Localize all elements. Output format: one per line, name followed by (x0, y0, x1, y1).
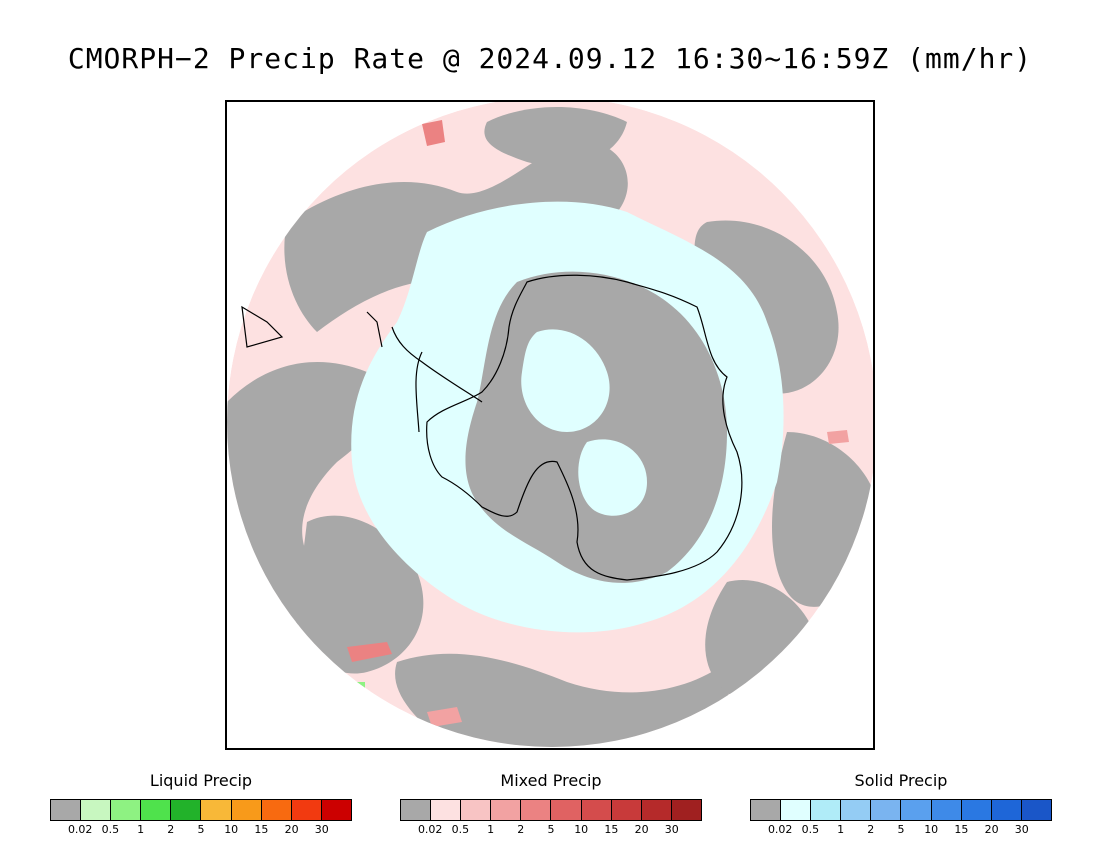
legend-tick-label: 0.5 (451, 823, 470, 836)
legend-tick-label: 10 (574, 823, 589, 836)
mixed-swatch (521, 800, 552, 820)
legend-liquid: Liquid Precip 0.02 0.5 1 2 5 10 15 20 30 (50, 770, 352, 839)
liquid-swatch (111, 800, 142, 820)
legend-tick-label: 10 (924, 823, 939, 836)
coastline (241, 274, 743, 581)
legend-tick-label: 30 (664, 823, 679, 836)
solid-swatch (961, 800, 992, 820)
solid-swatch (901, 800, 932, 820)
mixed-swatch (671, 800, 701, 820)
legend-tick-label: 2 (517, 823, 525, 836)
liquid-swatch (231, 800, 262, 820)
liquid-swatch (51, 800, 82, 820)
legend-mixed-title: Mixed Precip (500, 771, 602, 790)
legend-tick-label: 0.5 (801, 823, 820, 836)
legend-tick-label: 2 (867, 823, 875, 836)
legend-solid-bar (750, 799, 1052, 821)
mixed-swatch (641, 800, 672, 820)
solid-swatch (811, 800, 842, 820)
mixed-swatch (431, 800, 462, 820)
mixed-swatch (491, 800, 522, 820)
solid-swatch (841, 800, 872, 820)
mixed-swatch (401, 800, 432, 820)
legend-liquid-ticks: 0.02 0.5 1 2 5 10 15 20 30 (50, 823, 352, 839)
legend-tick-label: 0.02 (67, 823, 93, 836)
solid-swatch (751, 800, 782, 820)
legend-tick-label: 5 (547, 823, 555, 836)
liquid-swatch (81, 800, 112, 820)
solid-swatch (781, 800, 812, 820)
legend-tick-label: 1 (487, 823, 495, 836)
legend-solid-ticks: 0.02 0.5 1 2 5 10 15 20 30 (750, 823, 1052, 839)
legend-liquid-bar (50, 799, 352, 821)
mixed-swatch (461, 800, 492, 820)
legend-mixed: Mixed Precip 0.02 0.5 1 2 5 10 15 20 30 (400, 770, 702, 839)
legend-tick-label: 15 (604, 823, 619, 836)
mixed-swatch (611, 800, 642, 820)
solid-swatch (991, 800, 1022, 820)
legend-tick-label: 2 (167, 823, 175, 836)
legend-tick-label: 20 (984, 823, 999, 836)
legend-tick-label: 1 (837, 823, 845, 836)
legend-mixed-ticks: 0.02 0.5 1 2 5 10 15 20 30 (400, 823, 702, 839)
legend-tick-label: 15 (254, 823, 269, 836)
legend-tick-label: 30 (314, 823, 329, 836)
legend-tick-label: 1 (137, 823, 145, 836)
legend-tick-label: 20 (634, 823, 649, 836)
mixed-swatch (581, 800, 612, 820)
liquid-swatch (171, 800, 202, 820)
legend-tick-label: 0.02 (767, 823, 793, 836)
legend-mixed-bar (400, 799, 702, 821)
liquid-swatch (141, 800, 172, 820)
liquid-swatch (291, 800, 322, 820)
solid-swatch (1021, 800, 1051, 820)
liquid-swatch (261, 800, 292, 820)
legend-tick-label: 15 (954, 823, 969, 836)
legend-tick-label: 20 (284, 823, 299, 836)
map-panel (225, 100, 875, 750)
solid-swatch (931, 800, 962, 820)
mixed-swatch (551, 800, 582, 820)
legend-tick-label: 5 (897, 823, 905, 836)
legend-tick-label: 10 (224, 823, 239, 836)
legend-liquid-title: Liquid Precip (149, 771, 253, 790)
map-title: CMORPH−2 Precip Rate @ 2024.09.12 16:30~… (67, 42, 1033, 75)
legend-tick-label: 5 (197, 823, 205, 836)
polar-map (227, 102, 873, 747)
legend-solid: Solid Precip 0.02 0.5 1 2 5 10 15 20 30 (750, 770, 1052, 839)
legend-tick-label: 30 (1014, 823, 1029, 836)
liquid-swatch (201, 800, 232, 820)
solid-swatch (871, 800, 902, 820)
legend-tick-label: 0.02 (417, 823, 443, 836)
precip-field (227, 102, 873, 747)
legend-tick-label: 0.5 (101, 823, 120, 836)
legend-solid-title: Solid Precip (854, 771, 948, 790)
liquid-swatch (321, 800, 351, 820)
